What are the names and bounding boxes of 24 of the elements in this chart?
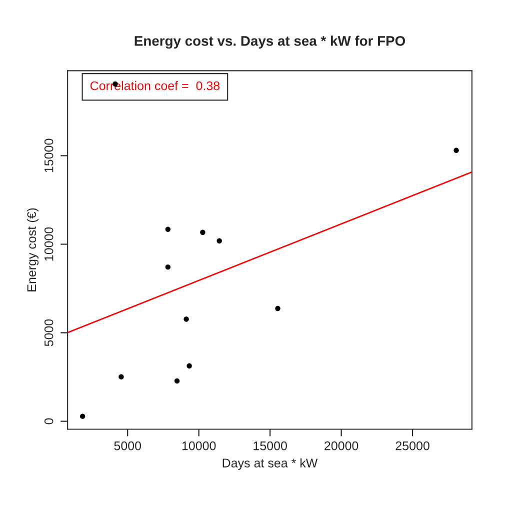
x-tick-label: 25000 (396, 441, 430, 450)
y-tick-label: 5000 (44, 319, 54, 346)
point (174, 378, 180, 384)
y-tick-label: 0 (44, 418, 54, 424)
x-axis-title: Days at sea * kW (222, 458, 318, 470)
x-tick-label: 20000 (324, 441, 358, 450)
point (165, 226, 171, 232)
point (275, 306, 280, 312)
point (454, 148, 459, 153)
point (80, 414, 86, 419)
chart-title: Energy cost vs. Days at sea * kW for FPO (134, 36, 406, 49)
point (165, 264, 171, 270)
x-tick-label: 15000 (254, 441, 287, 450)
point (216, 238, 222, 244)
point (200, 230, 206, 235)
point (184, 316, 189, 322)
point (118, 374, 124, 380)
y-tick-label: 10000 (44, 227, 54, 261)
x-tick-label: 10000 (182, 441, 216, 450)
y-tick-label: 15000 (44, 138, 54, 172)
annotation: Correlation coef = 0.38 (90, 81, 220, 90)
y-axis-title: Energy cost (€) (26, 208, 39, 292)
point (186, 363, 192, 368)
x-tick-label: 5000 (114, 441, 142, 450)
